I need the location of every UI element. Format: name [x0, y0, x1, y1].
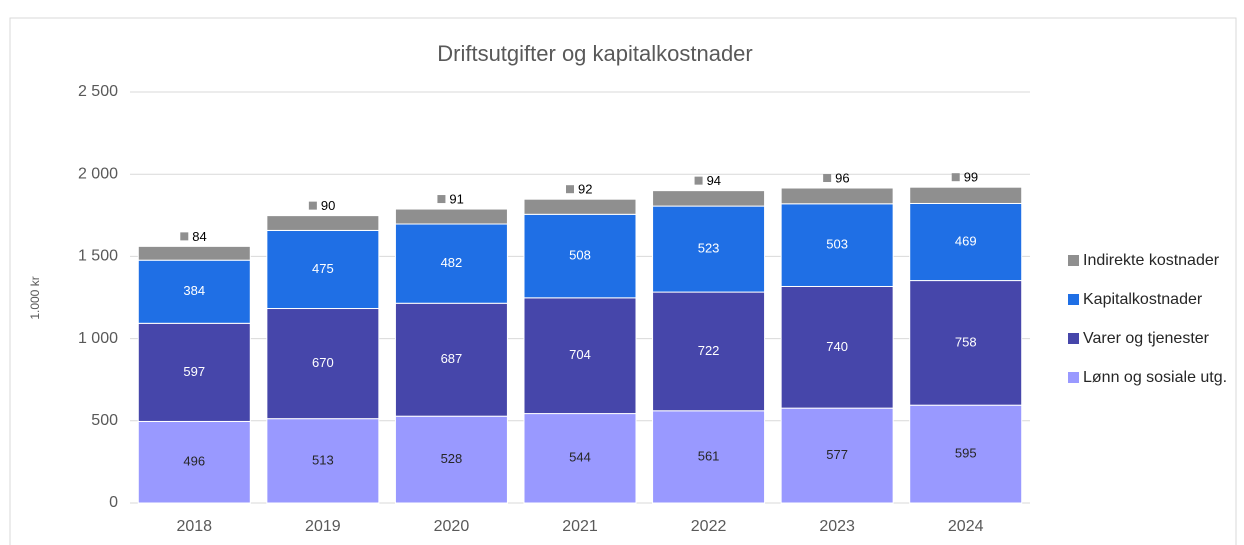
x-tick-label: 2018: [176, 518, 212, 535]
bar-segment: [137, 420, 251, 504]
data-label: 94: [707, 173, 721, 188]
data-label: 384: [183, 283, 205, 298]
bar-segment: [523, 297, 637, 415]
data-label: 482: [441, 255, 463, 270]
bar-segment: [780, 285, 894, 409]
data-label: 99: [964, 170, 978, 185]
bar-segment: [523, 213, 637, 299]
data-label: 597: [183, 364, 205, 379]
x-tick-label: 2023: [819, 518, 855, 535]
data-label: 523: [698, 241, 720, 256]
bar-segment: [394, 415, 508, 504]
label-callout: [951, 173, 960, 182]
data-label: 91: [449, 191, 463, 206]
data-label: 577: [826, 447, 848, 462]
label-callout: [566, 185, 574, 194]
data-label: 84: [192, 229, 206, 244]
bar-segment: [780, 407, 894, 504]
legend-swatch: [1068, 333, 1079, 344]
y-tick-label: 1 000: [78, 330, 118, 347]
x-tick-label: 2021: [562, 518, 598, 535]
label-callout: [823, 174, 832, 183]
data-label: 561: [698, 448, 720, 463]
bar-segment: [266, 215, 380, 231]
bar-segment: [266, 229, 380, 310]
data-label: 90: [321, 198, 335, 213]
data-label: 508: [569, 248, 591, 263]
data-label: 740: [826, 339, 848, 354]
x-tick-label: 2020: [434, 518, 470, 535]
data-label: 528: [441, 451, 463, 466]
bar-segment: [394, 208, 508, 225]
y-tick-label: 500: [91, 412, 118, 429]
data-label: 544: [569, 450, 591, 465]
legend-label: Kapitalkostnader: [1083, 291, 1203, 308]
legend-swatch: [1068, 255, 1079, 266]
data-label: 503: [826, 237, 848, 252]
y-tick-label: 0: [109, 494, 118, 511]
legend-label: Varer og tjenester: [1083, 330, 1210, 347]
bar-segment: [652, 410, 766, 504]
bar-segment: [266, 418, 380, 504]
bar-segment: [137, 322, 251, 422]
y-tick-label: 2 000: [78, 165, 118, 182]
chart-title: Driftsutgifter og kapitalkostnader: [437, 41, 753, 66]
data-label: 722: [698, 343, 720, 358]
bar-segment: [266, 308, 380, 420]
data-label: 92: [578, 182, 592, 197]
data-label: 670: [312, 355, 334, 370]
x-tick-label: 2024: [948, 518, 984, 535]
data-label: 496: [183, 454, 205, 469]
data-label: 96: [835, 170, 849, 185]
bar-segment: [909, 186, 1023, 204]
data-label: 475: [312, 261, 334, 276]
label-callout: [694, 176, 703, 185]
data-label: 513: [312, 452, 334, 467]
x-tick-label: 2022: [691, 518, 727, 535]
data-label: 687: [441, 351, 463, 366]
bar-segment: [137, 259, 251, 324]
bar-segment: [909, 202, 1023, 282]
data-label: 595: [955, 446, 977, 461]
bar-segment: [394, 302, 508, 417]
bar-segment: [780, 203, 894, 287]
label-callout: [180, 232, 189, 241]
data-label: 758: [955, 334, 977, 349]
bar-segment: [652, 205, 766, 293]
legend-label: Indirekte kostnader: [1083, 252, 1220, 269]
y-axis-label: 1.000 kr: [28, 276, 42, 319]
label-callout: [308, 201, 317, 210]
y-tick-label: 2 500: [78, 83, 118, 100]
bar-segment: [394, 223, 508, 304]
data-label: 704: [569, 347, 591, 362]
bar-segment: [780, 187, 894, 205]
bar-segment: [909, 404, 1023, 504]
y-tick-label: 1 500: [78, 248, 118, 265]
bar-segment: [523, 198, 637, 215]
x-tick-label: 2019: [305, 518, 341, 535]
bar-segment: [909, 280, 1023, 406]
bar-segment: [652, 291, 766, 412]
bar-segment: [652, 190, 766, 207]
chart-frame: [9, 17, 1237, 545]
bar-segment: [523, 413, 637, 504]
bar-segment: [137, 245, 251, 261]
legend-swatch: [1068, 294, 1079, 305]
legend-swatch: [1068, 372, 1079, 383]
legend-label: Lønn og sosiale utg.: [1083, 369, 1227, 386]
data-label: 469: [955, 233, 977, 248]
label-callout: [437, 195, 446, 204]
